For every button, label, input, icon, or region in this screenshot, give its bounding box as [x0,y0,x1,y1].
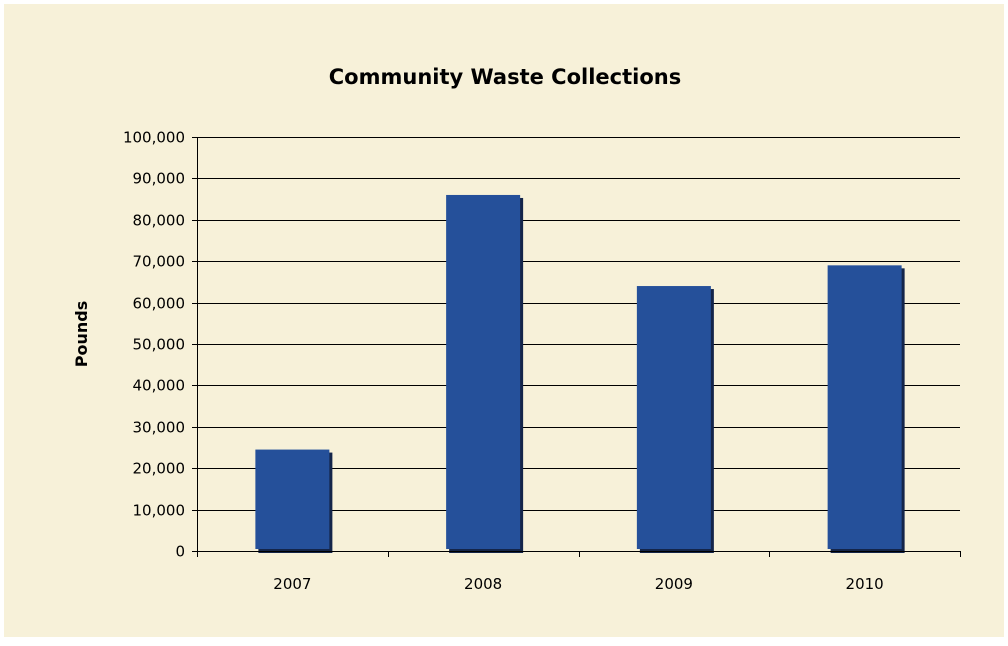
bar-2007 [255,449,330,549]
y-tick-label: 20,000 [133,460,186,478]
axes [192,137,961,557]
x-tick-label: 2009 [655,575,693,593]
x-tick-label: 2010 [846,575,884,593]
x-tick-label: 2008 [464,575,502,593]
y-tick-label: 10,000 [133,502,186,520]
chart-title: Community Waste Collections [329,65,681,89]
y-axis-label: Pounds [72,301,91,367]
y-tick-label: 100,000 [123,129,185,147]
bar-2008 [446,194,521,549]
y-tick-label: 90,000 [133,170,186,188]
x-tick-label: 2007 [273,575,311,593]
bar-2009 [636,286,711,549]
y-tick-label: 0 [175,543,185,561]
y-tick-label: 80,000 [133,212,186,230]
y-tick-label: 40,000 [133,377,186,395]
bars [255,194,905,553]
bar-2010 [827,265,902,549]
y-tick-label: 60,000 [133,295,186,313]
gridlines [197,137,960,511]
y-tick-label: 50,000 [133,336,186,354]
x-tick-labels: 2007 2008 2009 2010 [273,575,883,593]
y-tick-label: 70,000 [133,253,186,271]
y-tick-label: 30,000 [133,419,186,437]
y-tick-labels: 0 10,000 20,000 30,000 40,000 50,000 60,000 70,… [123,129,185,561]
